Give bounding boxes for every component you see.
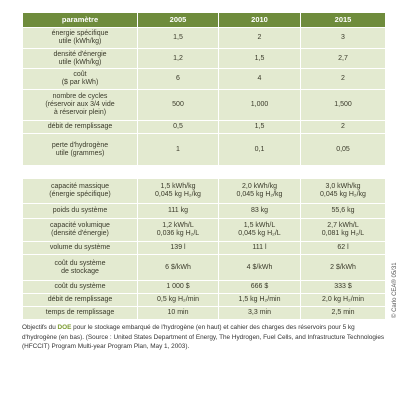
- table-row: énergie spécifique utile (kWh/kg) 1,5 2 3: [22, 27, 386, 49]
- row-label: perte d'hydrogène utile (grammes): [22, 133, 138, 166]
- row-label: coût du système: [22, 280, 138, 294]
- cell: 1,5 kWh/kg 0,045 kg H₂/kg: [137, 178, 219, 204]
- header-row: paramètre 2005 2010 2015: [22, 12, 386, 28]
- cell: 111 kg: [137, 203, 219, 219]
- cell: 2,7: [300, 48, 386, 69]
- cell: 2: [218, 27, 301, 49]
- header-cell: paramètre: [22, 12, 138, 28]
- table-row: poids du système 111 kg 83 kg 55,6 kg: [22, 203, 386, 219]
- cell: 333 $: [300, 280, 386, 294]
- cell: 1,5 kWh/L 0,045 kg H₂/L: [218, 218, 301, 242]
- row-label: nombre de cycles (réservoir aux 3/4 vide…: [22, 89, 138, 121]
- row-label: volume du système: [22, 241, 138, 255]
- table-row: débit de remplissage 0,5 1,5 2: [22, 120, 386, 134]
- cell: 2,0 kg H₂/min: [300, 293, 386, 307]
- table-row: capacité volumique (densité d'énergie) 1,…: [22, 218, 386, 242]
- table-row: débit de remplissage 0,5 kg H₂/min 1,5 kg …: [22, 293, 386, 307]
- row-label: débit de remplissage: [22, 120, 138, 134]
- cell: 1,2 kWh/L 0,036 kg H₂/L: [137, 218, 219, 242]
- caption-text: Objectifs du: [22, 324, 58, 331]
- cell: 111 l: [218, 241, 301, 255]
- row-label: énergie spécifique utile (kWh/kg): [22, 27, 138, 49]
- cell: 4: [218, 68, 301, 90]
- row-label: capacité volumique (densité d'énergie): [22, 218, 138, 242]
- cell: 1,500: [300, 89, 386, 121]
- cell: 2,7 kWh/L 0,081 kg H₂/L: [300, 218, 386, 242]
- row-label: temps de remplissage: [22, 306, 138, 320]
- row-label: coût ($ par kWh): [22, 68, 138, 90]
- cell: 2 $/kWh: [300, 254, 386, 281]
- cell: 2: [300, 68, 386, 90]
- row-label: débit de remplissage: [22, 293, 138, 307]
- table-row: temps de remplissage 10 min 3,3 min 2,5 min: [22, 306, 386, 320]
- cell: 1,5: [218, 48, 301, 69]
- header-cell: 2010: [218, 12, 301, 28]
- row-label: coût du système de stockage: [22, 254, 138, 281]
- cell: 0,5 kg H₂/min: [137, 293, 219, 307]
- cell: 10 min: [137, 306, 219, 320]
- cell: 1,5: [218, 120, 301, 134]
- specs-table: capacité massique (énergie spécifique) 1,…: [22, 178, 386, 320]
- cell: 55,6 kg: [300, 203, 386, 219]
- cell: 2,5 min: [300, 306, 386, 320]
- cell: 3,0 kWh/kg 0,045 kg H₂/kg: [300, 178, 386, 204]
- caption-text: pour le stockage embarqué de l'hydrogène…: [22, 324, 385, 351]
- cell: 666 $: [218, 280, 301, 294]
- cell: 0,5: [137, 120, 219, 134]
- cell: 3,3 min: [218, 306, 301, 320]
- cell: 1,000: [218, 89, 301, 121]
- table-row: coût du système 1 000 $666 $333 $: [22, 280, 386, 294]
- cell: 0,05: [300, 133, 386, 166]
- table-row: perte d'hydrogène utile (grammes) 1 0,1 0,0…: [22, 133, 386, 166]
- cell: 83 kg: [218, 203, 301, 219]
- table-row: densité d'énergie utile (kWh/kg) 1,2 1,5 2,…: [22, 48, 386, 69]
- table-row: nombre de cycles (réservoir aux 3/4 vide…: [22, 89, 386, 121]
- cell: 6 $/kWh: [137, 254, 219, 281]
- cell: 0,1: [218, 133, 301, 166]
- photo-credit: © Carlo CEA® 05/31: [392, 262, 398, 318]
- row-label: poids du système: [22, 203, 138, 219]
- header-cell: 2015: [300, 12, 386, 28]
- cell: 1: [137, 133, 219, 166]
- cell: 1,5: [137, 27, 219, 49]
- cell: 3: [300, 27, 386, 49]
- cell: 2,0 kWh/kg 0,045 kg H₂/kg: [218, 178, 301, 204]
- row-label: densité d'énergie utile (kWh/kg): [22, 48, 138, 69]
- table-row: capacité massique (énergie spécifique) 1,…: [22, 178, 386, 204]
- row-label: capacité massique (énergie spécifique): [22, 178, 138, 204]
- table-row: coût ($ par kWh) 6 4 2: [22, 68, 386, 90]
- cell: 1 000 $: [137, 280, 219, 294]
- cell: 4 $/kWh: [218, 254, 301, 281]
- cell: 62 l: [300, 241, 386, 255]
- cell: 500: [137, 89, 219, 121]
- cell: 1,5 kg H₂/min: [218, 293, 301, 307]
- table-row: volume du système 139 l 111 l 62 l: [22, 241, 386, 255]
- table-row: coût du système de stockage 6 $/kWh 4 $/kW…: [22, 254, 386, 281]
- targets-table: paramètre 2005 2010 2015 énergie spécifique …: [22, 12, 386, 166]
- cell: 139 l: [137, 241, 219, 255]
- header-cell: 2005: [137, 12, 219, 28]
- caption-highlight: DOE: [57, 324, 72, 331]
- cell: 2: [300, 120, 386, 134]
- caption: Objectifs du DOE pour le stockage embarq…: [22, 323, 387, 352]
- cell: 6: [137, 68, 219, 90]
- cell: 1,2: [137, 48, 219, 69]
